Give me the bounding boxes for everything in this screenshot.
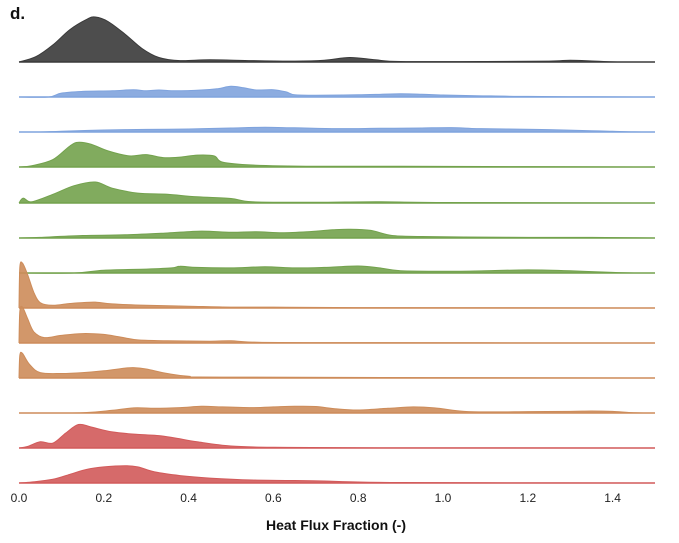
ridge-series-3 bbox=[18, 126, 656, 133]
ridge-outline-1 bbox=[18, 16, 656, 63]
ridge-outline-5 bbox=[18, 181, 656, 204]
x-tick-label: 0.6 bbox=[265, 491, 282, 505]
x-tick-label: 0.8 bbox=[350, 491, 367, 505]
ridge-series-4 bbox=[18, 141, 656, 168]
ridge-outline-7 bbox=[18, 265, 656, 274]
x-tick-label: 1.4 bbox=[604, 491, 621, 505]
x-tick-label: 0.4 bbox=[180, 491, 197, 505]
ridge-series-8 bbox=[18, 261, 656, 309]
ridge-area-8 bbox=[19, 261, 655, 308]
ridge-area-5 bbox=[19, 181, 655, 203]
ridge-area-3 bbox=[19, 127, 655, 133]
x-tick-label: 0.2 bbox=[95, 491, 112, 505]
ridge-area-6 bbox=[19, 229, 655, 238]
panel-label: d. bbox=[10, 4, 26, 23]
x-axis-title: Heat Flux Fraction (-) bbox=[266, 517, 406, 533]
ridge-area-1 bbox=[19, 16, 655, 63]
ridge-series-9 bbox=[18, 305, 656, 344]
ridge-area-2 bbox=[19, 86, 655, 98]
ridge-area-7 bbox=[19, 265, 655, 274]
ridge-series-2 bbox=[18, 85, 656, 98]
ridge-series-13 bbox=[18, 465, 656, 484]
x-tick-label: 1.2 bbox=[519, 491, 536, 505]
ridge-series-11 bbox=[18, 405, 656, 414]
ridge-series-7 bbox=[18, 265, 656, 274]
ridge-series-6 bbox=[18, 228, 656, 239]
ridge-outline-2 bbox=[18, 85, 656, 98]
x-axis-ticks: 0.0 0.2 0.4 0.6 0.8 1.0 1.2 1.4 bbox=[11, 491, 622, 505]
ridge-area-12 bbox=[19, 424, 655, 448]
ridge-series-10 bbox=[18, 351, 656, 379]
ridge-area-9 bbox=[19, 306, 655, 343]
ridge-outline-3 bbox=[18, 126, 656, 133]
ridge-outline-10 bbox=[18, 351, 656, 379]
ridge-series-5 bbox=[18, 181, 656, 204]
ridgeline-series-group bbox=[18, 16, 656, 484]
ridge-outline-8 bbox=[18, 261, 656, 309]
ridge-series-12 bbox=[18, 423, 656, 449]
ridge-series-1 bbox=[18, 16, 656, 63]
ridge-area-4 bbox=[19, 142, 655, 167]
x-tick-label: 1.0 bbox=[435, 491, 452, 505]
ridge-outline-11 bbox=[18, 405, 656, 414]
ridge-area-10 bbox=[19, 352, 655, 378]
x-tick-label: 0.0 bbox=[11, 491, 28, 505]
ridge-area-13 bbox=[19, 465, 655, 483]
